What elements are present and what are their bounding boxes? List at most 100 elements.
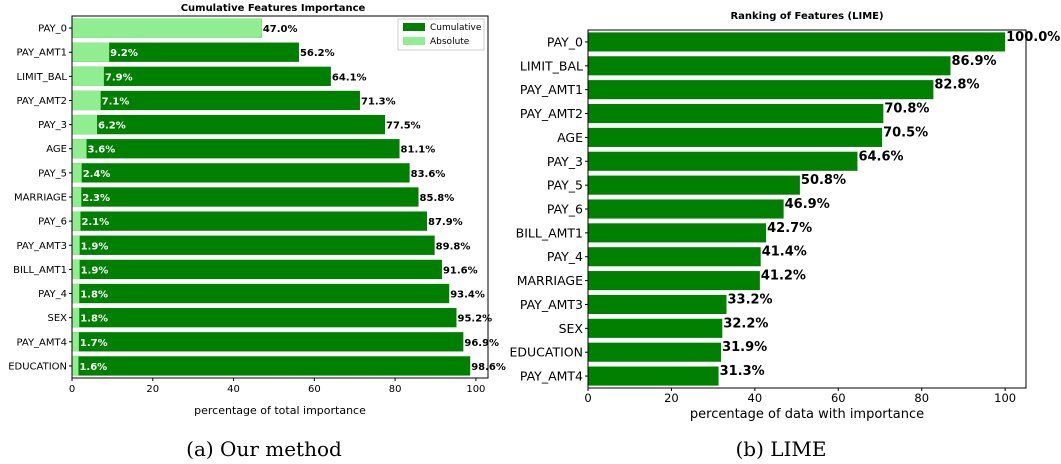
value-label-lime: 64.6% <box>858 149 903 164</box>
y-tick-label: PAY_5 <box>547 178 583 193</box>
value-label-lime: 31.9% <box>722 340 767 355</box>
bar-cumulative <box>72 332 464 352</box>
bar-absolute <box>72 259 80 280</box>
chart-a-xlabel: percentage of total importance <box>194 404 366 417</box>
chart-lime-ranking: Ranking of Features (LIME) 100.0% 86.9% 82… <box>510 11 1061 422</box>
x-tick-label: 20 <box>664 391 679 405</box>
x-tick-label: 40 <box>748 391 763 405</box>
bar-absolute <box>72 18 262 38</box>
y-tick-label: LIMIT_BAL <box>520 58 583 73</box>
value-label-absolute: 1.9% <box>81 241 109 252</box>
value-label-cumulative: 71.3% <box>361 96 396 107</box>
y-tick-label: PAY_AMT4 <box>520 369 583 384</box>
y-tick-label: PAY_0 <box>547 34 583 49</box>
x-tick-label: 100 <box>466 384 485 395</box>
x-tick-label: 80 <box>389 384 402 395</box>
value-label-cumulative: 91.6% <box>443 265 478 276</box>
value-label-absolute: 7.1% <box>102 96 130 107</box>
value-label-absolute: 2.3% <box>82 193 110 204</box>
bar-cumulative <box>72 187 419 207</box>
chart-a-title: Cumulative Features Importance <box>181 3 366 14</box>
bar-lime <box>588 366 719 386</box>
bar-absolute <box>72 139 87 159</box>
y-tick-label: EDUCATION <box>8 361 67 372</box>
value-label-absolute: 1.7% <box>80 338 108 349</box>
bar-cumulative <box>72 308 457 328</box>
value-label-lime: 70.8% <box>884 102 929 117</box>
bar-absolute <box>72 114 98 135</box>
y-tick-label: BILL_AMT1 <box>516 225 583 240</box>
value-label-cumulative: 47.0% <box>263 24 298 35</box>
y-tick-label: LIMIT_BAL <box>17 72 68 83</box>
bar-lime <box>588 271 760 291</box>
y-tick-label: PAY_3 <box>38 120 67 131</box>
value-label-lime: 33.2% <box>727 292 772 307</box>
value-label-lime: 100.0% <box>1006 30 1060 45</box>
value-label-absolute: 1.9% <box>81 265 109 276</box>
bar-absolute <box>72 235 80 255</box>
value-label-absolute: 1.8% <box>80 290 108 301</box>
y-tick-label: PAY_4 <box>38 289 67 300</box>
x-tick-label: 20 <box>146 384 159 395</box>
chart-b-xlabel: percentage of data with importance <box>690 407 924 422</box>
bar-lime <box>588 342 722 362</box>
chart-b-title: Ranking of Features (LIME) <box>730 11 883 22</box>
bar-cumulative <box>72 235 435 255</box>
chart-a-legend: Cumulative Absolute <box>397 18 485 51</box>
chart-b-axes: PAY_0 LIMIT_BAL PAY_AMT1 PAY_AMT2 AGE PAY_3 PA… <box>510 34 1017 405</box>
value-label-lime: 31.3% <box>720 364 765 379</box>
value-label-cumulative: 87.9% <box>428 217 463 228</box>
y-tick-label: PAY_AMT2 <box>16 96 67 107</box>
value-label-cumulative: 64.1% <box>332 72 367 83</box>
bar-absolute <box>72 90 101 111</box>
value-label-cumulative: 93.4% <box>450 290 485 301</box>
bar-lime <box>588 103 884 124</box>
x-tick-label: 60 <box>308 384 321 395</box>
value-label-absolute: 6.2% <box>98 121 126 132</box>
y-tick-label: PAY_AMT4 <box>16 337 67 348</box>
y-tick-label: PAY_AMT3 <box>16 241 67 252</box>
y-tick-label: PAY_0 <box>38 24 67 35</box>
y-tick-label: PAY_4 <box>547 249 583 264</box>
value-label-cumulative: 85.8% <box>420 193 455 204</box>
caption-a: (a) Our method <box>186 437 342 461</box>
bar-lime <box>588 318 723 338</box>
value-label-absolute: 7.9% <box>105 72 133 83</box>
y-tick-label: BILL_AMT1 <box>13 265 67 276</box>
bar-cumulative <box>72 90 360 111</box>
bar-absolute <box>72 308 80 328</box>
bar-lime <box>588 127 883 147</box>
bar-cumulative <box>72 356 471 376</box>
value-label-cumulative: 98.6% <box>471 362 506 373</box>
y-tick-label: EDUCATION <box>510 345 584 360</box>
value-label-cumulative: 96.9% <box>464 338 499 349</box>
y-tick-label: MARRIAGE <box>14 193 67 204</box>
value-label-lime: 70.5% <box>883 125 928 140</box>
bar-lime <box>588 151 858 171</box>
chart-a-bars: 47.0% 56.2% 9.2% 64.1% 7.9% 71.3% 7.1% 77.5% 6.2… <box>72 18 506 376</box>
y-tick-label: PAY_5 <box>38 168 67 179</box>
legend-swatch-absolute <box>403 37 425 45</box>
bar-absolute <box>72 283 80 304</box>
value-label-lime: 46.9% <box>785 197 830 212</box>
bar-cumulative <box>72 114 386 135</box>
legend-label-cumulative: Cumulative <box>430 23 482 33</box>
bar-lime <box>588 223 767 243</box>
y-tick-label: SEX <box>559 321 584 336</box>
y-tick-label: AGE <box>46 144 67 155</box>
caption-b: (b) LIME <box>735 437 826 461</box>
value-label-cumulative: 95.2% <box>457 314 492 325</box>
bar-lime <box>588 247 761 267</box>
legend-swatch-cumulative <box>403 23 425 31</box>
value-label-lime: 50.8% <box>801 173 846 188</box>
y-tick-label: PAY_AMT1 <box>520 82 583 97</box>
y-tick-label: PAY_AMT3 <box>520 297 583 312</box>
x-tick-label: 80 <box>914 391 929 405</box>
y-tick-label: PAY_AMT1 <box>16 48 67 59</box>
bar-cumulative <box>72 211 428 231</box>
bar-lime <box>588 175 800 195</box>
value-label-absolute: 2.4% <box>83 169 111 180</box>
x-tick-label: 0 <box>584 391 591 405</box>
bar-lime <box>588 32 1006 52</box>
